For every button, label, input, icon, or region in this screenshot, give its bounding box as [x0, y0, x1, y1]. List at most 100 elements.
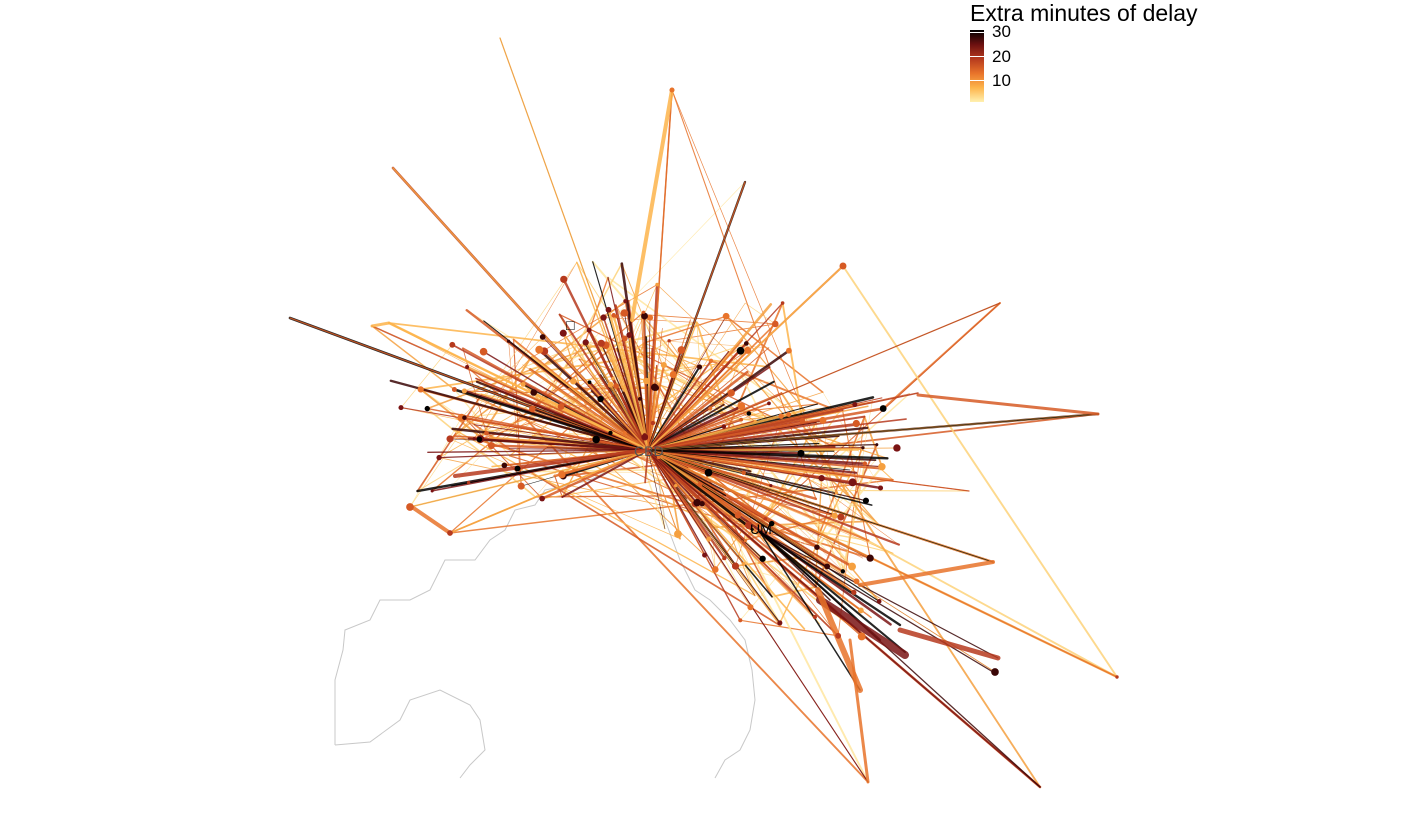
- major-corridor-edge: [858, 560, 995, 587]
- stop-node: [862, 461, 868, 466]
- stop-node: [487, 442, 495, 450]
- stop-node: [514, 465, 521, 472]
- hub-route-edge: [646, 365, 701, 452]
- long-route-edge: [647, 449, 970, 492]
- dark-route-edge: [647, 449, 994, 563]
- stop-node: [778, 413, 784, 419]
- legend-tick-10: 10: [992, 71, 1011, 90]
- hub-route-edge: [646, 380, 775, 452]
- route-edge: [643, 315, 727, 344]
- route-edge: [695, 321, 725, 406]
- legend-tick-20: 20: [992, 47, 1011, 66]
- stop-node: [517, 482, 525, 490]
- cbd-label: CBD: [634, 443, 664, 459]
- hub-route-edge: [562, 332, 649, 451]
- hub-route-edge: [646, 405, 743, 452]
- long-route-edge: [289, 317, 649, 451]
- stop-node: [848, 478, 857, 487]
- hub-route-edge: [567, 387, 650, 452]
- long-route-edge: [647, 449, 996, 673]
- stop-node: [737, 402, 746, 411]
- stop-node: [835, 632, 842, 639]
- hub-route-edge: [467, 437, 650, 452]
- stop-node: [406, 503, 414, 511]
- stop-node: [558, 470, 566, 479]
- stop-node: [853, 578, 860, 585]
- route-edges: [288, 37, 1119, 789]
- stop-node: [597, 339, 605, 347]
- stop-node: [1115, 675, 1119, 679]
- um-label: UM: [750, 521, 772, 537]
- stop-node: [734, 512, 742, 519]
- hub-route-edge: [508, 448, 649, 451]
- stop-node: [417, 386, 424, 393]
- route-edge: [744, 302, 776, 325]
- hub-route-edge: [646, 363, 665, 452]
- stop-node: [587, 380, 592, 385]
- stop-node: [449, 341, 456, 348]
- stop-node: [852, 402, 858, 408]
- hub-route-edge: [647, 391, 824, 451]
- stop-node: [641, 312, 648, 320]
- hub-route-edge: [389, 379, 650, 452]
- stop-node: [424, 405, 430, 412]
- major-corridor-edge: [410, 505, 452, 535]
- stop-node: [721, 424, 727, 429]
- hub-route-edge: [427, 449, 649, 453]
- stop-node: [592, 435, 600, 444]
- stop-node: [465, 364, 470, 369]
- stop-node: [446, 435, 454, 443]
- stop-node: [430, 489, 434, 493]
- legend-tick-30: 30: [992, 22, 1011, 41]
- hub-route-edge: [647, 449, 698, 504]
- legend-color-bar: [970, 30, 984, 102]
- hub-route-edge: [647, 449, 681, 540]
- legend-tickmark-10: [970, 80, 984, 81]
- stop-node: [861, 446, 865, 450]
- long-route-edge: [388, 322, 649, 451]
- stop-node: [669, 87, 675, 93]
- long-route-edge: [647, 89, 673, 451]
- route-edge: [879, 467, 894, 481]
- stop-node: [769, 520, 775, 527]
- long-route-edge: [371, 325, 649, 451]
- stop-node: [857, 607, 864, 614]
- hub-route-edge: [646, 448, 870, 542]
- hub-route-edge: [561, 449, 649, 499]
- stop-node: [656, 455, 661, 460]
- hub-route-edge: [578, 358, 649, 451]
- stop-node: [741, 470, 746, 476]
- stop-node: [611, 313, 617, 318]
- hub-route-edge: [562, 278, 650, 452]
- route-edge: [521, 414, 869, 783]
- dark-route-edge: [647, 449, 851, 471]
- stop-node: [674, 530, 682, 538]
- coastline: [334, 454, 756, 779]
- stop-node: [763, 517, 768, 521]
- um-route-edge: [758, 530, 902, 627]
- stop-node: [530, 389, 538, 396]
- stop-node: [398, 405, 404, 411]
- major-corridor-edge: [816, 596, 909, 659]
- stop-node: [743, 341, 749, 346]
- stop-node: [862, 497, 869, 504]
- stop-node: [769, 484, 773, 488]
- route-edge: [725, 315, 806, 411]
- stop-node: [831, 512, 838, 519]
- stop-node: [857, 632, 866, 641]
- long-route-edge: [647, 392, 919, 451]
- long-route-edge: [647, 181, 746, 451]
- stop-node: [479, 347, 488, 356]
- stop-node: [818, 474, 825, 482]
- um-route-edge: [759, 531, 861, 691]
- stop-node: [637, 396, 642, 401]
- stop-node: [708, 406, 713, 411]
- hub-route-edge: [647, 302, 784, 451]
- stop-node: [667, 339, 671, 343]
- stop-node: [753, 419, 757, 423]
- stop-node: [819, 416, 827, 424]
- stop-node: [759, 555, 766, 562]
- stop-node: [697, 481, 703, 487]
- stop-node: [824, 563, 831, 570]
- route-edge: [419, 353, 655, 391]
